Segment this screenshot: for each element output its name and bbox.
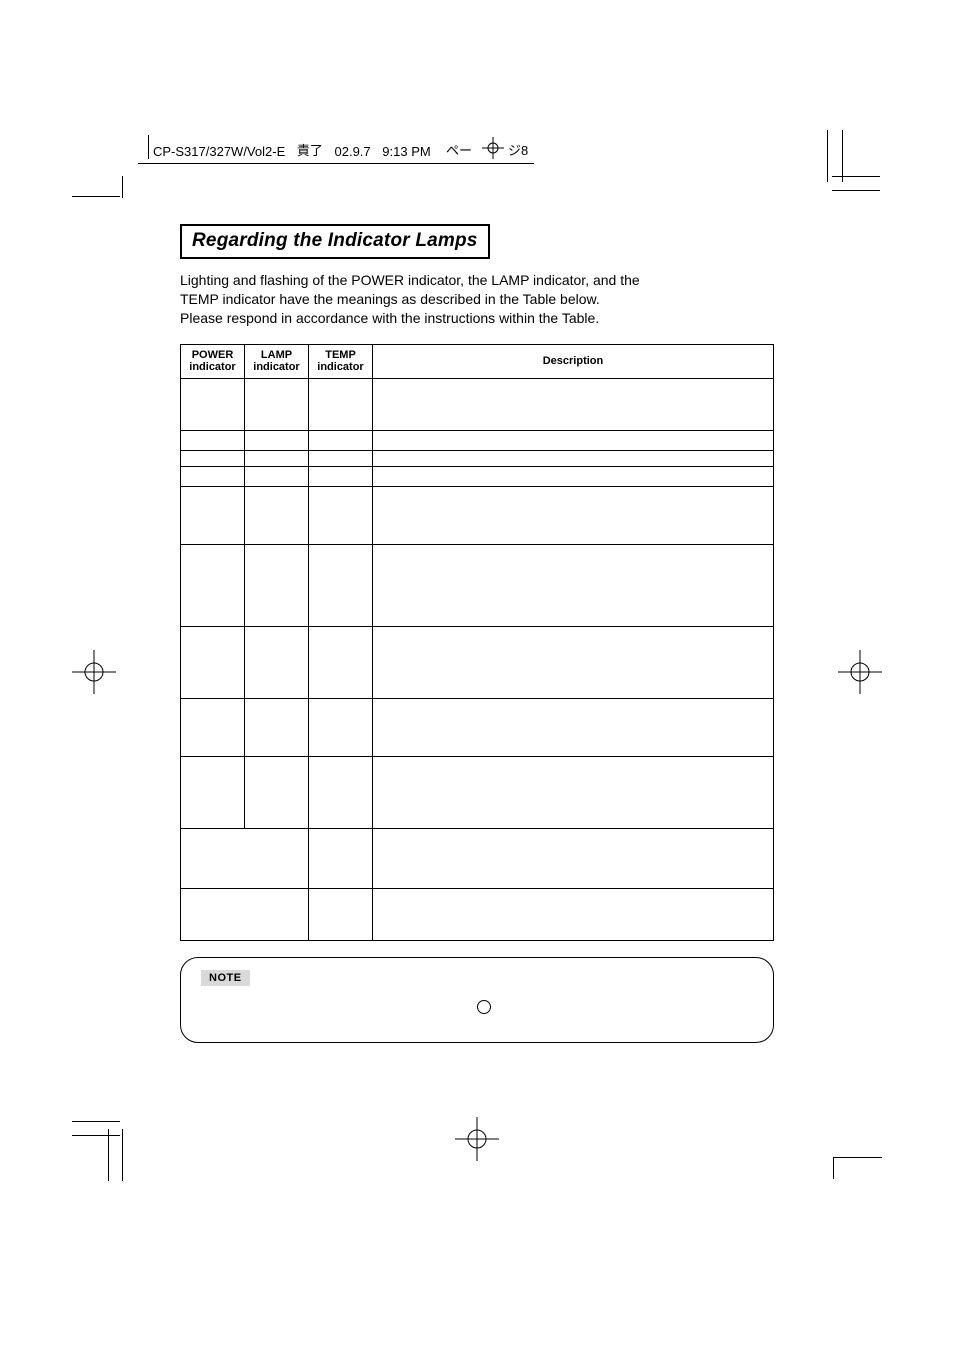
note-label: NOTE	[201, 970, 250, 986]
slug-job: 責了	[297, 140, 323, 159]
note-box: NOTE	[180, 957, 774, 1043]
intro-line: Lighting and flashing of the POWER indic…	[180, 271, 774, 290]
registration-mark-inline	[482, 137, 504, 159]
table-row	[181, 544, 774, 626]
crop-mark-top-right	[822, 130, 882, 190]
table-row	[181, 888, 774, 940]
table-row	[181, 486, 774, 544]
intro-line: TEMP indicator have the meanings as desc…	[180, 290, 774, 309]
crop-mark-top-left	[72, 176, 132, 200]
intro-text: Lighting and flashing of the POWER indic…	[180, 271, 774, 328]
table-row	[181, 430, 774, 450]
slug-page-suffix: ジ8	[508, 140, 528, 159]
slug-doc-id: CP-S317/327W/Vol2-E	[153, 144, 285, 159]
table-row	[181, 626, 774, 698]
col-header-lamp: LAMP indicator	[245, 344, 309, 378]
table-row	[181, 378, 774, 430]
intro-line: Please respond in accordance with the in…	[180, 309, 774, 328]
section-title: Regarding the Indicator Lamps	[192, 230, 478, 251]
registration-mark-right	[838, 650, 882, 694]
crop-mark-bottom-right	[822, 1157, 882, 1181]
print-slug: CP-S317/327W/Vol2-E 責了 02.9.7 9:13 PM ペー…	[138, 134, 534, 164]
slug-date: 02.9.7	[335, 144, 371, 159]
crop-mark-bottom-left	[72, 1121, 132, 1181]
col-header-power: POWER indicator	[181, 344, 245, 378]
table-row	[181, 756, 774, 828]
slug-page-prefix: ペー	[446, 140, 472, 159]
indicator-table: POWER indicator LAMP indicator TEMP indi…	[180, 344, 774, 941]
registration-mark-bottom	[455, 1117, 499, 1161]
circle-icon	[477, 1000, 491, 1014]
table-row	[181, 828, 774, 888]
registration-mark-left	[72, 650, 116, 694]
col-header-temp: TEMP indicator	[309, 344, 373, 378]
slug-time: 9:13 PM	[382, 144, 430, 159]
table-row	[181, 450, 774, 466]
col-header-description: Description	[373, 344, 774, 378]
page-content: Regarding the Indicator Lamps Lighting a…	[180, 224, 774, 1043]
section-title-box: Regarding the Indicator Lamps	[180, 224, 490, 259]
table-row	[181, 698, 774, 756]
table-row	[181, 466, 774, 486]
